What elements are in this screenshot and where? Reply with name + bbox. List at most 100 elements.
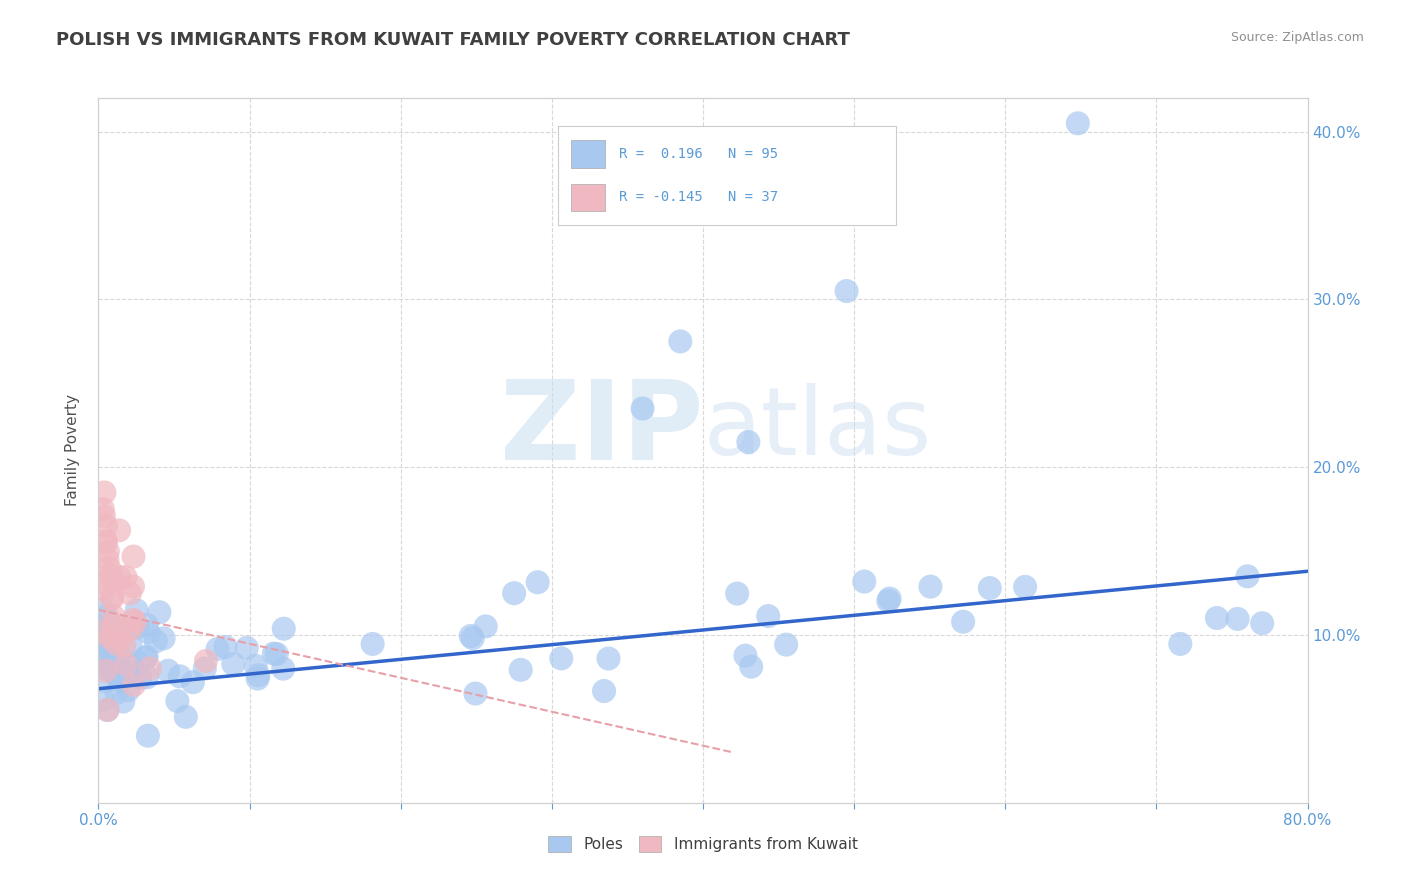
Point (91, 640, 114, 654)
Point (734, 648, 756, 663)
Point (98, 631, 121, 645)
Point (129, 671, 152, 685)
Point (194, 661, 217, 675)
Point (107, 657, 129, 671)
Point (138, 625, 160, 640)
Point (118, 665, 141, 680)
Point (526, 575, 548, 590)
Point (97, 703, 120, 717)
Point (775, 638, 797, 652)
Point (98, 620, 121, 634)
Point (124, 615, 146, 629)
Point (101, 591, 124, 606)
Point (105, 686, 128, 700)
Point (207, 642, 229, 657)
Point (96, 552, 118, 566)
Point (118, 586, 141, 600)
Point (105, 652, 128, 666)
Text: atlas: atlas (703, 384, 931, 475)
Point (101, 590, 124, 604)
Text: ZIP: ZIP (499, 376, 703, 483)
Point (97, 544, 120, 558)
Point (148, 605, 170, 619)
Point (98, 663, 121, 677)
Point (93, 485, 115, 500)
Point (1206, 611, 1229, 625)
Point (103, 574, 125, 588)
Text: Source: ZipAtlas.com: Source: ZipAtlas.com (1230, 31, 1364, 45)
Point (474, 619, 496, 633)
Point (117, 683, 139, 698)
Point (222, 657, 245, 671)
Point (98, 561, 121, 575)
Point (94, 533, 117, 548)
Point (103, 665, 125, 680)
Point (127, 656, 149, 670)
Point (100, 659, 122, 673)
Point (135, 649, 157, 664)
Point (271, 662, 294, 676)
Point (756, 609, 779, 624)
Point (103, 609, 125, 624)
Point (460, 629, 482, 643)
Point (169, 669, 191, 683)
Point (108, 674, 131, 689)
Point (1014, 580, 1036, 594)
Point (877, 594, 900, 608)
Point (120, 639, 142, 653)
Point (114, 657, 136, 672)
Point (503, 586, 526, 600)
Point (1168, 637, 1191, 651)
Point (879, 591, 901, 606)
Point (96, 703, 118, 717)
Point (157, 664, 180, 678)
Point (94, 674, 117, 689)
Point (112, 638, 135, 652)
Point (920, 580, 942, 594)
Point (91, 502, 114, 516)
Point (114, 570, 136, 584)
Point (98, 639, 121, 653)
Point (98, 640, 121, 654)
Point (181, 675, 204, 690)
Point (136, 729, 159, 743)
Point (139, 661, 162, 675)
Point (94, 535, 117, 549)
Point (550, 651, 572, 665)
Point (93, 639, 115, 653)
Point (598, 651, 620, 665)
Point (108, 570, 131, 584)
Point (246, 672, 269, 686)
Point (91, 692, 114, 706)
Point (1067, 116, 1090, 130)
Point (979, 581, 1001, 595)
Point (125, 603, 148, 617)
Point (853, 574, 876, 589)
Point (166, 694, 188, 708)
Point (107, 647, 129, 661)
Point (122, 579, 145, 593)
Point (90, 624, 112, 639)
Point (93, 582, 115, 596)
Point (1236, 569, 1258, 583)
Point (136, 670, 159, 684)
Legend: Poles, Immigrants from Kuwait: Poles, Immigrants from Kuwait (543, 830, 863, 859)
Point (740, 659, 762, 673)
Point (214, 640, 236, 654)
Point (593, 684, 616, 698)
Point (110, 632, 132, 647)
Point (112, 694, 135, 708)
Point (124, 665, 146, 679)
Point (91, 647, 114, 661)
Point (737, 435, 759, 450)
Point (1226, 612, 1249, 626)
Point (91, 622, 114, 636)
Point (245, 658, 267, 673)
Point (1251, 616, 1274, 631)
Text: POLISH VS IMMIGRANTS FROM KUWAIT FAMILY POVERTY CORRELATION CHART: POLISH VS IMMIGRANTS FROM KUWAIT FAMILY … (56, 31, 851, 49)
Point (152, 632, 174, 646)
Point (103, 617, 125, 632)
Point (247, 668, 270, 682)
Point (464, 686, 486, 700)
Point (273, 622, 295, 636)
